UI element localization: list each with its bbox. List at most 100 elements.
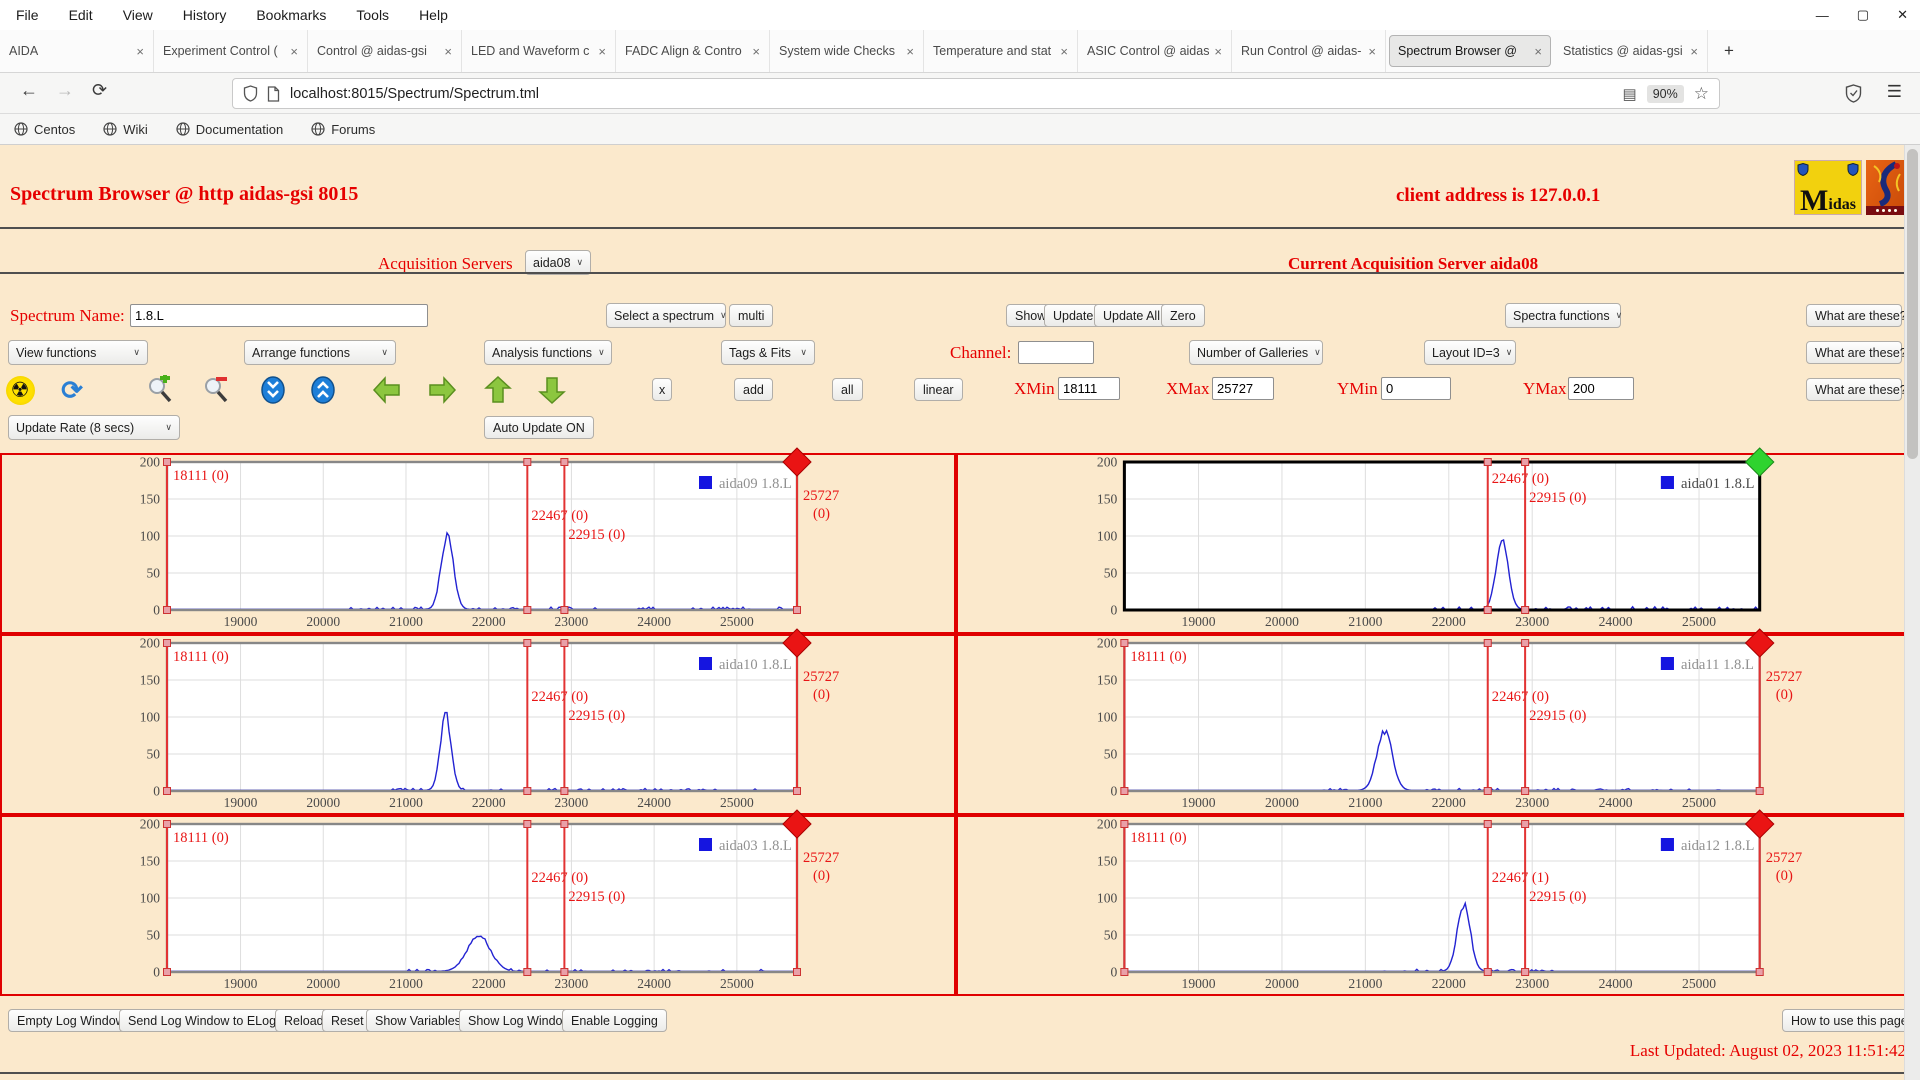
tab-led-waveform[interactable]: LED and Waveform c × [462,30,616,72]
tab-control[interactable]: Control @ aidas-gsi × [308,30,462,72]
menu-help[interactable]: Help [419,7,448,23]
acquisition-server-select[interactable]: aida08 ∨ [525,250,591,275]
spectrum-chart-aida01[interactable]: 19000 20000 21000 22000 23000 24000 25000 0 50 10… [956,447,1920,634]
maximize-icon[interactable]: ▢ [1856,7,1870,22]
xmax-input[interactable] [1212,377,1274,400]
forward-icon[interactable]: → [56,80,74,100]
what-are-these-button[interactable]: What are these? [1806,378,1907,401]
tab-aida[interactable]: AIDA × [0,30,154,72]
reload-button[interactable]: Reload [275,1009,333,1032]
enable-logging-button[interactable]: Enable Logging [562,1009,667,1032]
tab-close-icon[interactable]: × [290,43,298,59]
layout-id-dropdown[interactable]: Layout ID=3 ∨ [1424,340,1516,365]
pan-down-icon[interactable] [536,374,568,406]
facility-logo[interactable] [1866,160,1906,215]
tab-close-icon[interactable]: × [752,43,760,59]
shrink-y-icon[interactable] [257,374,289,406]
bookmark-star-icon[interactable]: ☆ [1693,83,1709,103]
menu-bookmarks[interactable]: Bookmarks [256,7,327,23]
zoom-out-icon[interactable] [200,374,232,406]
new-tab-button[interactable]: + [1724,41,1734,60]
what-are-these-button[interactable]: What are these? [1806,341,1907,364]
tab-temperature[interactable]: Temperature and stat × [924,30,1078,72]
zoom-level-badge[interactable]: 90% [1646,84,1684,103]
add-button[interactable]: add [734,378,773,401]
bookmark-forums[interactable]: Forums [311,122,375,137]
tab-asic-control[interactable]: ASIC Control @ aidas × [1078,30,1232,72]
ymin-input[interactable] [1381,377,1451,400]
tab-statistics[interactable]: Statistics @ aidas-gsi × [1554,30,1708,72]
reload-icon[interactable]: ⟳ [92,80,108,100]
spectrum-chart-aida12[interactable]: 19000 20000 21000 22000 23000 24000 25000 0 50 10… [956,809,1920,996]
hamburger-menu-icon[interactable]: ☰ [1886,82,1902,101]
show-variables-button[interactable]: Show Variables [366,1009,470,1032]
tags-fits-dropdown[interactable]: Tags & Fits ∨ [721,340,815,365]
refresh-icon[interactable]: ⟳ [61,375,83,405]
reader-mode-icon[interactable]: ▤ [1622,85,1637,103]
linear-button[interactable]: linear [914,378,963,401]
menu-tools[interactable]: Tools [356,7,390,23]
tab-spectrum-browser-active[interactable]: Spectrum Browser @ × [1389,35,1551,67]
protections-shield-icon[interactable] [1845,84,1862,103]
spectrum-chart-aida10[interactable]: 19000 20000 21000 22000 23000 24000 25000 0 50 10… [0,628,956,815]
tab-close-icon[interactable]: × [1060,43,1068,59]
pan-up-icon[interactable] [482,374,514,406]
pan-right-icon[interactable] [426,374,458,406]
view-functions-dropdown[interactable]: View functions ∨ [8,340,148,365]
scrollbar[interactable] [1904,145,1920,1080]
back-icon[interactable]: ← [20,80,38,100]
empty-log-window-button[interactable]: Empty Log Window [8,1009,134,1032]
xmin-input[interactable] [1058,377,1120,400]
shield-icon[interactable] [243,85,258,102]
tab-close-icon[interactable]: × [906,43,914,59]
tab-close-icon[interactable]: × [136,43,144,59]
bookmark-centos[interactable]: Centos [14,122,75,137]
spectrum-chart-aida11[interactable]: 19000 20000 21000 22000 23000 24000 25000 0 50 10… [956,628,1920,815]
all-button[interactable]: all [832,378,863,401]
update-button[interactable]: Update [1044,304,1103,327]
send-log-to-elog-button[interactable]: Send Log Window to ELog [119,1009,286,1032]
tab-fadc-align[interactable]: FADC Align & Contro × [616,30,770,72]
update-all-button[interactable]: Update All [1094,304,1169,327]
select-spectrum-dropdown[interactable]: Select a spectrum ∨ [606,303,727,328]
analysis-functions-dropdown[interactable]: Analysis functions ∨ [484,340,612,365]
bookmark-wiki[interactable]: Wiki [103,122,148,137]
tab-experiment-control[interactable]: Experiment Control (× [154,30,308,72]
expand-y-icon[interactable] [307,374,339,406]
menu-edit[interactable]: Edit [68,7,93,23]
multi-button[interactable]: multi [729,304,774,327]
bookmark-documentation[interactable]: Documentation [176,122,283,137]
x-axis-button[interactable]: x [652,378,673,401]
tab-close-icon[interactable]: × [1368,43,1376,59]
scrollbar-thumb[interactable] [1907,149,1918,459]
tab-close-icon[interactable]: × [444,43,452,59]
how-to-use-button[interactable]: How to use this page [1782,1009,1917,1032]
tab-system-checks[interactable]: System wide Checks × [770,30,924,72]
zoom-in-icon[interactable] [144,374,176,406]
spectra-functions-dropdown[interactable]: Spectra functions ∨ [1505,303,1622,328]
auto-update-button[interactable]: Auto Update ON [484,416,594,439]
spectrum-name-input[interactable] [130,304,428,327]
pan-left-icon[interactable] [371,374,403,406]
channel-input[interactable] [1018,341,1094,364]
arrange-functions-dropdown[interactable]: Arrange functions ∨ [244,340,396,365]
spectrum-chart-aida03[interactable]: 19000 20000 21000 22000 23000 24000 25000 0 50 10… [0,809,956,996]
menu-view[interactable]: View [122,7,153,23]
radioactive-icon[interactable]: ☢ [4,374,36,406]
update-rate-dropdown[interactable]: Update Rate (8 secs) ∨ [8,415,180,440]
tab-close-icon[interactable]: × [598,43,606,59]
tab-run-control[interactable]: Run Control @ aidas- × [1232,30,1386,72]
menu-history[interactable]: History [182,7,227,23]
close-icon[interactable]: ✕ [1897,7,1908,22]
what-are-these-button[interactable]: What are these? [1806,304,1907,327]
tab-close-icon[interactable]: × [1534,43,1542,59]
tab-close-icon[interactable]: × [1690,43,1698,59]
url-text[interactable]: localhost:8015/Spectrum/Spectrum.tml [290,85,540,102]
zero-button[interactable]: Zero [1161,304,1205,327]
spectrum-chart-aida09[interactable]: 19000 20000 21000 22000 23000 24000 25000 0 50 10… [0,447,956,634]
tab-close-icon[interactable]: × [1214,43,1222,59]
page-icon[interactable] [267,85,280,102]
ymax-input[interactable] [1568,377,1634,400]
menu-file[interactable]: File [16,7,39,23]
